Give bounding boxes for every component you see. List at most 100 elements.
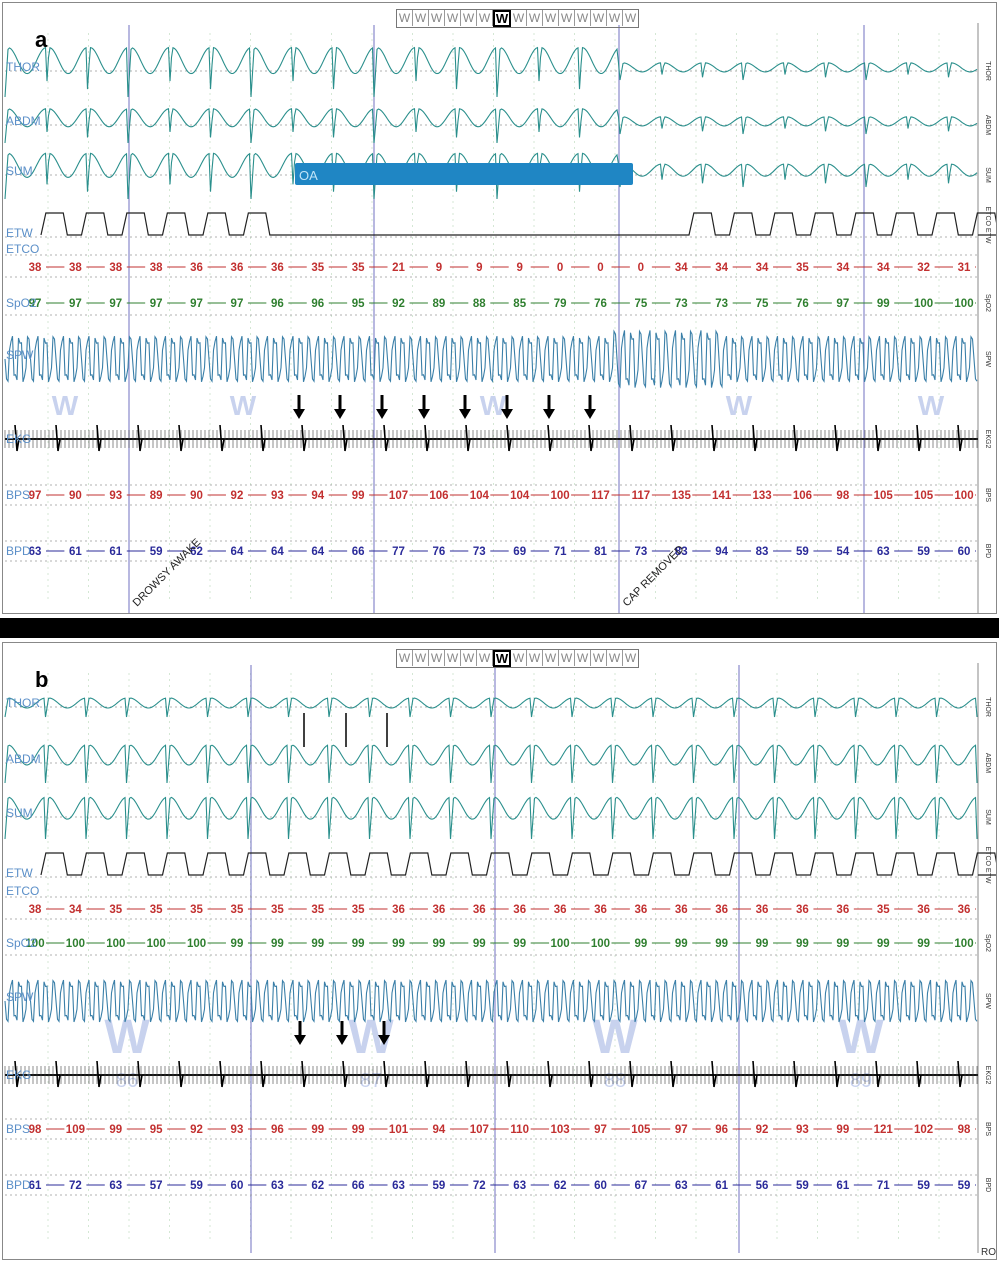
bps-value: 98: [29, 1124, 42, 1136]
etco-value: 35: [271, 904, 284, 916]
epoch-marker[interactable]: W: [575, 10, 591, 26]
spo2-bg: [145, 296, 168, 309]
epoch-marker[interactable]: W: [477, 650, 493, 666]
epoch-marker[interactable]: W: [607, 650, 623, 666]
epoch-marker[interactable]: W: [461, 650, 477, 666]
panel-a-label: a: [35, 27, 48, 52]
epoch-marker[interactable]: W: [429, 10, 445, 26]
bpd-bg: [549, 1178, 572, 1191]
spo2-bg: [629, 296, 652, 309]
obstructive-apnea-bar: [295, 163, 633, 185]
etco-value: 35: [311, 904, 324, 916]
watermark-stage: W: [230, 390, 257, 421]
right-channel-label: THOR: [984, 697, 991, 717]
epoch-marker[interactable]: W: [575, 650, 591, 666]
bps-bg: [751, 1122, 774, 1135]
epoch-marker[interactable]: W: [559, 650, 575, 666]
bps-value: 97: [29, 490, 42, 502]
bps-value: 102: [914, 1124, 933, 1136]
bps-value: 135: [672, 490, 692, 502]
spo2-bg: [791, 296, 814, 309]
epoch-marker[interactable]: W: [445, 650, 461, 666]
spo2-bg: [306, 936, 329, 949]
epoch-marker[interactable]: W: [607, 10, 623, 26]
spo2-value: 100: [954, 298, 973, 310]
bpd-value: 73: [634, 546, 647, 558]
spo2-value: 99: [675, 938, 688, 950]
bpd-bg: [266, 1178, 289, 1191]
etco-value: 35: [796, 262, 809, 274]
bps-value: 99: [352, 1124, 365, 1136]
bps-bg: [427, 1122, 450, 1135]
spo2-bg: [64, 296, 87, 309]
spo2-bg: [468, 296, 491, 309]
etco-bg: [24, 260, 46, 273]
bpd-bg: [104, 544, 127, 557]
etco-bg: [468, 260, 491, 273]
spo2-value: 100: [106, 938, 125, 950]
epoch-marker[interactable]: W: [591, 10, 607, 26]
bpd-value: 61: [69, 546, 82, 558]
epoch-marker[interactable]: W: [559, 10, 575, 26]
bps-bg: [225, 1122, 248, 1135]
spo2-value: 99: [715, 938, 728, 950]
bps-bg: [387, 1122, 410, 1135]
spo2-bg: [508, 936, 531, 949]
spo2-value: 99: [796, 938, 809, 950]
bps-value: 98: [958, 1124, 971, 1136]
epoch-marker[interactable]: W: [511, 10, 527, 26]
bpd-value: 81: [594, 546, 607, 558]
bpd-bg: [791, 1178, 814, 1191]
spo2-bg: [872, 936, 895, 949]
right-channel-label: ABDM: [984, 753, 991, 773]
epoch-marker[interactable]: W: [511, 650, 527, 666]
bps-bg: [549, 1122, 572, 1135]
epoch-marker[interactable]: W: [397, 650, 413, 666]
bps-value: 105: [914, 490, 934, 502]
etco-value: 9: [436, 262, 442, 274]
channel-label: THOR: [6, 60, 40, 74]
bps-value: 117: [632, 490, 651, 502]
epoch-marker[interactable]: W: [543, 650, 559, 666]
etco-value: 38: [69, 262, 82, 274]
corner-mark: RO: [981, 1247, 996, 1258]
bpd-value: 61: [29, 1180, 42, 1192]
spo2-bg: [710, 296, 733, 309]
watermark-stage: W: [592, 1011, 638, 1064]
bpd-bg: [185, 544, 208, 557]
epoch-number: 88: [604, 1070, 626, 1092]
epoch-marker[interactable]: W: [413, 10, 429, 26]
spo2-bg: [145, 936, 168, 949]
bps-value: 94: [311, 490, 324, 502]
bps-bg: [953, 1122, 975, 1135]
bps-bg: [185, 1122, 208, 1135]
spo2-value: 88: [473, 298, 486, 310]
bpd-bg: [710, 1178, 733, 1191]
epoch-marker[interactable]: W: [493, 650, 511, 667]
bps-bg: [24, 488, 46, 501]
right-channel-label: ABDM: [984, 115, 991, 135]
epoch-marker[interactable]: W: [445, 10, 461, 26]
panel-a-traces: THOR ABDM SUM ETCO ETW SpO2 SPW EKG2 BPS BPD W W W W…: [4, 23, 996, 613]
epoch-marker[interactable]: W: [527, 10, 543, 26]
epoch-marker[interactable]: W: [477, 10, 493, 26]
epoch-marker[interactable]: W: [543, 10, 559, 26]
bpd-value: 67: [634, 1180, 647, 1192]
channel-label: THOR: [6, 696, 40, 710]
epoch-marker[interactable]: W: [527, 650, 543, 666]
epoch-marker[interactable]: W: [429, 650, 445, 666]
etco-value: 36: [433, 904, 446, 916]
epoch-marker[interactable]: W: [413, 650, 429, 666]
etco-value: 36: [796, 904, 809, 916]
epoch-marker[interactable]: W: [461, 10, 477, 26]
epoch-marker[interactable]: W: [624, 11, 637, 25]
channel-label: SPW: [6, 348, 34, 362]
bps-value: 99: [311, 1124, 324, 1136]
spo2-bg: [185, 296, 208, 309]
epoch-marker[interactable]: W: [624, 651, 637, 665]
epoch-marker[interactable]: W: [397, 10, 413, 26]
bpd-bg: [185, 1178, 208, 1191]
spo2-bg: [751, 296, 774, 309]
epoch-marker[interactable]: W: [591, 650, 607, 666]
epoch-marker[interactable]: W: [493, 10, 511, 27]
